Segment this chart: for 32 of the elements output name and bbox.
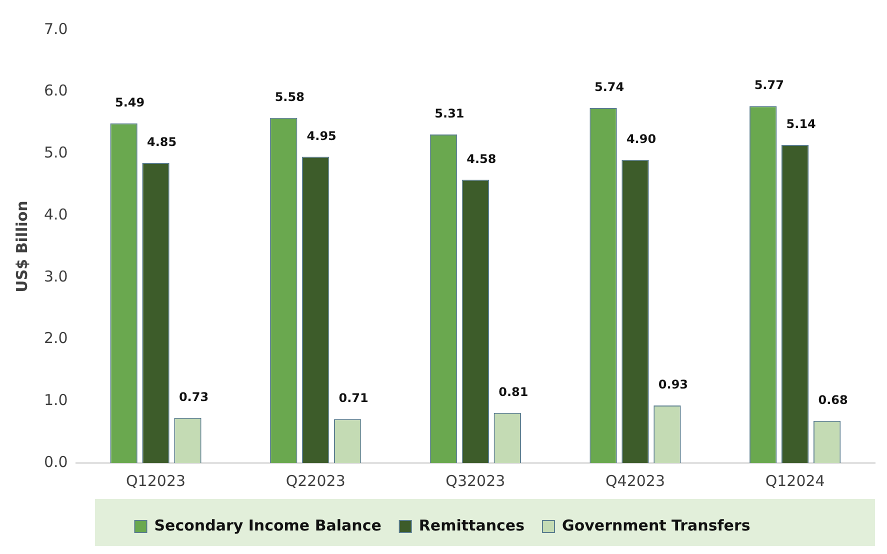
data-label: 4.85 (146, 135, 177, 150)
data-label: 0.71 (338, 391, 368, 406)
x-tick-label: Q22023 (286, 472, 346, 490)
data-label: 5.77 (754, 78, 784, 92)
y-tick-label: 0.0 (44, 452, 68, 471)
legend-label: Government Transfers (562, 516, 750, 534)
data-label: 4.90 (626, 132, 656, 146)
data-label: 0.68 (818, 393, 848, 408)
x-tick-label: Q12024 (765, 472, 825, 490)
y-tick-label: 5.0 (44, 144, 68, 162)
data-label: 5.31 (434, 106, 464, 121)
legend-label: Remittances (418, 516, 525, 534)
data-label: 4.58 (466, 152, 496, 166)
data-label: 0.73 (178, 390, 209, 404)
x-tick-label: Q42023 (605, 472, 666, 490)
y-tick-label: 3.0 (44, 267, 68, 286)
y-tick-label: 7.0 (44, 20, 68, 38)
legend-label: Secondary Income Balance (154, 516, 382, 534)
data-label: 5.74 (594, 80, 624, 94)
y-axis-title: US$ Billion (12, 200, 31, 292)
y-tick-label: 1.0 (44, 391, 68, 410)
y-tick-label: 4.0 (44, 205, 68, 224)
x-tick-label: Q12023 (126, 472, 186, 490)
data-label: 5.58 (274, 90, 304, 104)
y-tick-label: 2.0 (44, 329, 68, 348)
data-label: 0.81 (498, 385, 528, 400)
data-label: 5.49 (115, 96, 145, 110)
x-tick-label: Q32023 (446, 472, 506, 490)
data-label: 0.93 (658, 378, 688, 392)
data-label: 5.14 (786, 117, 816, 132)
data-label: 4.95 (306, 128, 336, 143)
y-tick-label: 6.0 (44, 82, 68, 100)
